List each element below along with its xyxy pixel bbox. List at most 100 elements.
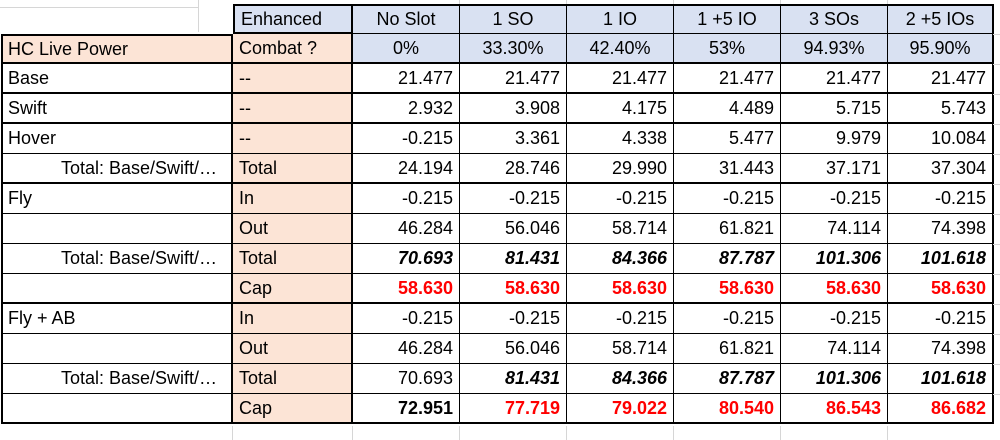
- slot-header-cell[interactable]: 2 +5 IOs: [888, 4, 994, 34]
- combat-percent-cell[interactable]: 33.30%: [460, 34, 567, 62]
- value-cell[interactable]: -0.215: [888, 304, 994, 333]
- combat-percent-cell[interactable]: 53%: [674, 34, 781, 62]
- value-cell[interactable]: -0.215: [888, 184, 994, 213]
- value-cell[interactable]: 9.979: [781, 124, 888, 153]
- value-cell[interactable]: 58.630: [567, 274, 674, 302]
- value-cell[interactable]: 56.046: [460, 214, 567, 243]
- value-cell[interactable]: 24.194: [353, 154, 460, 182]
- row-sub-label-cell[interactable]: --: [233, 94, 353, 122]
- value-cell[interactable]: 21.477: [353, 64, 460, 92]
- value-cell[interactable]: -0.215: [781, 184, 888, 213]
- combat-percent-cell[interactable]: 0%: [353, 34, 460, 62]
- value-cell[interactable]: 58.630: [353, 274, 460, 302]
- row-sub-label-cell[interactable]: Cap: [233, 394, 353, 422]
- combat-header-cell[interactable]: Combat ?: [233, 34, 353, 62]
- slot-header-cell[interactable]: 1 IO: [567, 4, 674, 34]
- value-cell[interactable]: -0.215: [781, 304, 888, 333]
- value-cell[interactable]: 101.306: [781, 244, 888, 273]
- value-cell[interactable]: 86.543: [781, 394, 888, 422]
- value-cell[interactable]: 28.746: [460, 154, 567, 182]
- value-cell[interactable]: 4.175: [567, 94, 674, 122]
- power-title-cell[interactable]: HC Live Power: [1, 34, 233, 62]
- row-sub-label-cell[interactable]: Total: [233, 154, 353, 182]
- value-cell[interactable]: 72.951: [353, 394, 460, 422]
- enhanced-header-cell[interactable]: Enhanced: [233, 4, 353, 34]
- value-cell[interactable]: -0.215: [567, 184, 674, 213]
- value-cell[interactable]: 70.693: [353, 364, 460, 393]
- row-sub-label-cell[interactable]: Out: [233, 214, 353, 243]
- value-cell[interactable]: 74.114: [781, 214, 888, 243]
- value-cell[interactable]: 21.477: [674, 64, 781, 92]
- value-cell[interactable]: 86.682: [888, 394, 994, 422]
- row-label-cell[interactable]: Fly: [1, 184, 233, 213]
- value-cell[interactable]: 74.398: [888, 214, 994, 243]
- value-cell[interactable]: 81.431: [460, 244, 567, 273]
- value-cell[interactable]: 2.932: [353, 94, 460, 122]
- value-cell[interactable]: 4.338: [567, 124, 674, 153]
- value-cell[interactable]: 61.821: [674, 334, 781, 363]
- row-label-cell[interactable]: Base: [1, 64, 233, 92]
- value-cell[interactable]: 5.715: [781, 94, 888, 122]
- value-cell[interactable]: 58.630: [888, 274, 994, 302]
- row-sub-label-cell[interactable]: --: [233, 124, 353, 153]
- slot-header-cell[interactable]: 1 +5 IO: [674, 4, 781, 34]
- value-cell[interactable]: 74.114: [781, 334, 888, 363]
- slot-header-cell[interactable]: 1 SO: [460, 4, 567, 34]
- value-cell[interactable]: 70.693: [353, 244, 460, 273]
- value-cell[interactable]: 5.477: [674, 124, 781, 153]
- row-label-cell[interactable]: Fly + AB: [1, 304, 233, 333]
- value-cell[interactable]: 58.630: [460, 274, 567, 302]
- value-cell[interactable]: 10.084: [888, 124, 994, 153]
- value-cell[interactable]: 77.719: [460, 394, 567, 422]
- row-sub-label-cell[interactable]: Total: [233, 244, 353, 273]
- value-cell[interactable]: -0.215: [674, 304, 781, 333]
- row-sub-label-cell[interactable]: Out: [233, 334, 353, 363]
- value-cell[interactable]: 58.714: [567, 214, 674, 243]
- value-cell[interactable]: 21.477: [781, 64, 888, 92]
- value-cell[interactable]: -0.215: [460, 184, 567, 213]
- value-cell[interactable]: 21.477: [460, 64, 567, 92]
- value-cell[interactable]: 29.990: [567, 154, 674, 182]
- value-cell[interactable]: 21.477: [567, 64, 674, 92]
- slot-header-cell[interactable]: No Slot: [353, 4, 460, 34]
- value-cell[interactable]: 37.304: [888, 154, 994, 182]
- row-label-cell[interactable]: [1, 394, 233, 422]
- value-cell[interactable]: 3.908: [460, 94, 567, 122]
- row-sub-label-cell[interactable]: --: [233, 64, 353, 92]
- value-cell[interactable]: 31.443: [674, 154, 781, 182]
- value-cell[interactable]: -0.215: [353, 184, 460, 213]
- value-cell[interactable]: 58.714: [567, 334, 674, 363]
- value-cell[interactable]: 79.022: [567, 394, 674, 422]
- value-cell[interactable]: 81.431: [460, 364, 567, 393]
- row-label-cell[interactable]: Hover: [1, 124, 233, 153]
- value-cell[interactable]: 101.618: [888, 244, 994, 273]
- combat-percent-cell[interactable]: 42.40%: [567, 34, 674, 62]
- value-cell[interactable]: 37.171: [781, 154, 888, 182]
- value-cell[interactable]: -0.215: [353, 304, 460, 333]
- combat-percent-cell[interactable]: 94.93%: [781, 34, 888, 62]
- value-cell[interactable]: 5.743: [888, 94, 994, 122]
- row-label-cell[interactable]: [1, 214, 233, 243]
- value-cell[interactable]: -0.215: [674, 184, 781, 213]
- row-label-cell[interactable]: [1, 334, 233, 363]
- value-cell[interactable]: 46.284: [353, 214, 460, 243]
- row-label-cell[interactable]: Total: Base/Swift/…: [1, 154, 233, 182]
- row-label-cell[interactable]: [1, 274, 233, 302]
- value-cell[interactable]: 101.618: [888, 364, 994, 393]
- value-cell[interactable]: -0.215: [353, 124, 460, 153]
- value-cell[interactable]: 46.284: [353, 334, 460, 363]
- value-cell[interactable]: 74.398: [888, 334, 994, 363]
- row-label-cell[interactable]: Total: Base/Swift/…: [1, 244, 233, 273]
- value-cell[interactable]: 61.821: [674, 214, 781, 243]
- value-cell[interactable]: 101.306: [781, 364, 888, 393]
- row-sub-label-cell[interactable]: In: [233, 304, 353, 333]
- value-cell[interactable]: 4.489: [674, 94, 781, 122]
- row-label-cell[interactable]: Swift: [1, 94, 233, 122]
- row-sub-label-cell[interactable]: Cap: [233, 274, 353, 302]
- value-cell[interactable]: -0.215: [567, 304, 674, 333]
- row-sub-label-cell[interactable]: Total: [233, 364, 353, 393]
- value-cell[interactable]: 58.630: [781, 274, 888, 302]
- value-cell[interactable]: 84.366: [567, 364, 674, 393]
- value-cell[interactable]: 80.540: [674, 394, 781, 422]
- value-cell[interactable]: 84.366: [567, 244, 674, 273]
